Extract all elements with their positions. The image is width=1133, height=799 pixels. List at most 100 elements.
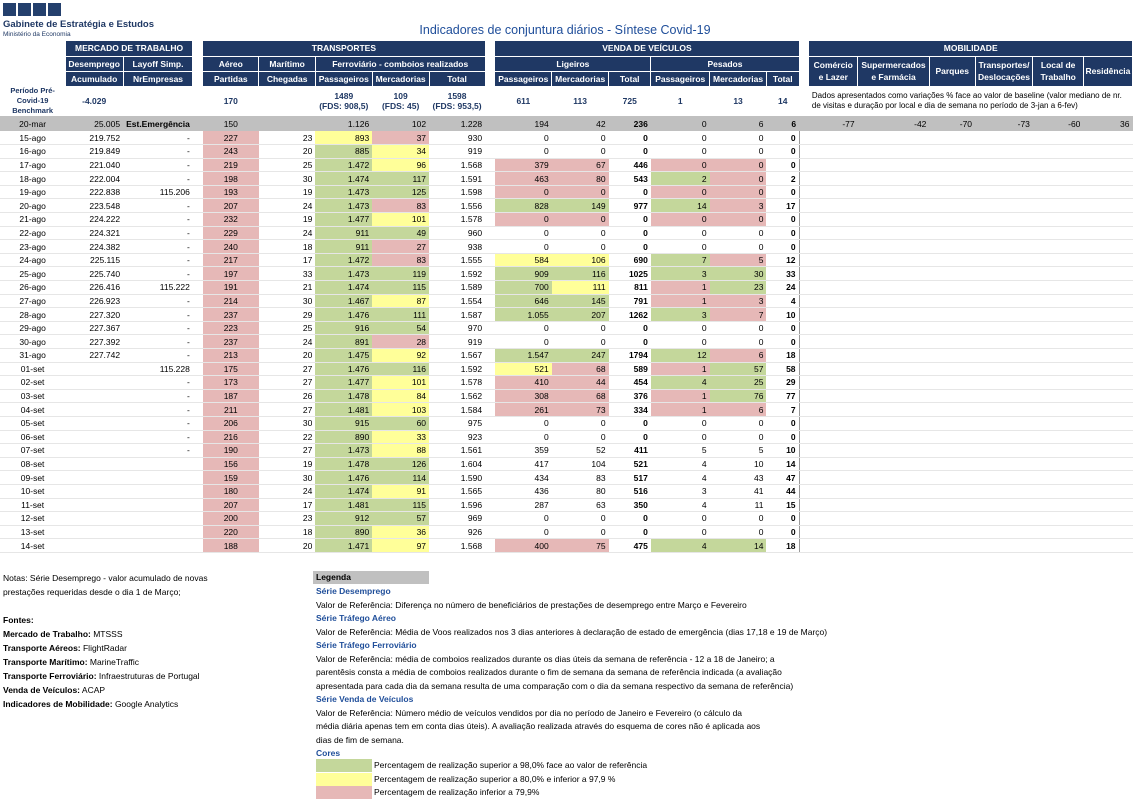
layoff-cell: -: [123, 430, 193, 445]
table-row: 01-set 115.228 175 27 1.476 116 1.592 521 68 589 1…: [0, 362, 1133, 377]
ref-mob-trabalho: -60: [1032, 116, 1084, 131]
ferro-total-cell: 1.592: [429, 266, 486, 282]
pes-merc-cell: 14: [709, 538, 767, 553]
date-cell: 21-ago: [0, 212, 66, 227]
table-row: 28-ago 227.320-237 29 1.476 111 1.587 1.055 207…: [0, 307, 1133, 322]
sub-transp-desl: Transportes/ Deslocações: [974, 56, 1034, 87]
lig-merc-cell: 0: [551, 185, 609, 200]
pes-total-cell: 0: [766, 239, 800, 254]
maritimo-cell: 27: [258, 443, 316, 458]
group-mercado: MERCADO DE TRABALHO: [64, 41, 194, 57]
maritimo-cell: 19: [258, 185, 316, 200]
lig-merc-cell: 0: [551, 334, 609, 349]
logo-square-icon: [33, 3, 46, 16]
acumulado-cell: 222.838: [65, 185, 124, 200]
ferro-total-cell: 919: [429, 334, 486, 349]
layoff-cell: -: [123, 198, 193, 214]
date-cell: 26-ago: [0, 280, 66, 295]
sub-pesados: Pesados: [650, 56, 800, 72]
source-key: Indicadores de Mobilidade:: [3, 699, 113, 709]
ferro-total-cell: 926: [429, 525, 486, 540]
aereo-cell: 240: [202, 239, 259, 254]
logo-square-icon: [3, 3, 16, 16]
maritimo-cell: 23: [258, 511, 316, 526]
acumulado-cell: 227.392: [65, 334, 124, 349]
table-row: 04-set -211 27 1.481 103 1.584 261 73 334 1 6 7: [0, 402, 1133, 417]
layoff-cell: [123, 525, 193, 540]
legend-title: Legenda: [313, 571, 429, 584]
lig-pass-cell: 0: [494, 131, 552, 146]
lig-total-cell: 690: [608, 253, 651, 268]
date-cell: 01-set: [0, 362, 66, 377]
layoff-cell: -: [123, 348, 193, 363]
legend-s1: Série Desemprego: [316, 586, 391, 596]
date-cell: 17-ago: [0, 158, 66, 173]
page-title: Indicadores de conjuntura diários - Sínt…: [419, 23, 711, 37]
ref-lig-total: 236: [608, 116, 651, 131]
ref-date: 20-mar: [0, 116, 66, 131]
sub-comercio: Comércio e Lazer: [808, 56, 859, 87]
legend-swatch-green: [316, 759, 372, 772]
table-row: 05-set -206 30 915 60 975 0 0 0 0 0 0: [0, 416, 1133, 431]
lig-merc-cell: 145: [551, 294, 609, 309]
pes-merc-cell: 5: [709, 443, 767, 458]
lig-pass-cell: 909: [494, 266, 552, 282]
maritimo-cell: 20: [258, 538, 316, 553]
date-cell: 19-ago: [0, 185, 66, 200]
lig-pass-cell: 828: [494, 198, 552, 214]
source-value: Infraestruturas de Portugal: [96, 671, 200, 681]
ferro-pass-cell: 1.476: [315, 470, 373, 485]
ref-layoff: Est.Emergência: [123, 116, 193, 131]
pes-pass-cell: 5: [650, 443, 710, 458]
acumulado-cell: [65, 443, 124, 458]
aereo-cell: 193: [202, 185, 259, 200]
date-cell: 15-ago: [0, 131, 66, 146]
pes-total-cell: 0: [766, 226, 800, 241]
lig-merc-cell: 68: [551, 389, 609, 404]
acumulado-cell: [65, 457, 124, 472]
pes-merc-cell: 3: [709, 294, 767, 309]
pes-merc-cell: 0: [709, 416, 767, 431]
table-row: 30-ago 227.392-237 24 891 28 919 0 0 0 0 0 0: [0, 334, 1133, 349]
pes-total-cell: 0: [766, 144, 800, 159]
pes-pass-cell: 0: [650, 212, 710, 227]
pes-pass-cell: 2: [650, 171, 710, 186]
table-row: 16-ago 219.849-243 20 885 34 919 0 0 0 0 0 0: [0, 144, 1133, 159]
group-vendas: VENDA DE VEÍCULOS: [494, 41, 800, 57]
pes-total-cell: 17: [766, 198, 800, 214]
aereo-cell: 219: [202, 158, 259, 173]
ferro-pass-cell: 1.474: [315, 171, 373, 186]
pes-merc-cell: 0: [709, 511, 767, 526]
col-lig-mercadorias: Mercadorias: [551, 71, 610, 87]
lig-merc-cell: 73: [551, 402, 609, 417]
col-pes-passageiros: Passageiros: [650, 71, 711, 87]
layoff-cell: [123, 511, 193, 526]
ferro-total-cell: 938: [429, 239, 486, 254]
notes: Notas: Série Desemprego - valor acumulad…: [3, 571, 208, 711]
lig-pass-cell: 1.055: [494, 307, 552, 322]
pes-pass-cell: 14: [650, 198, 710, 214]
table-row: 14-set 188 20 1.471 97 1.568 400 75 475 4 14 18: [0, 538, 1133, 553]
ferro-total-cell: 1.604: [429, 457, 486, 472]
ferro-pass-cell: 911: [315, 226, 373, 241]
aereo-cell: 214: [202, 294, 259, 309]
pes-pass-cell: 1: [650, 280, 710, 295]
lig-pass-cell: 359: [494, 443, 552, 458]
acumulado-cell: [65, 484, 124, 499]
ferro-pass-cell: 1.473: [315, 266, 373, 282]
lig-total-cell: 350: [608, 498, 651, 513]
lig-pass-cell: 308: [494, 389, 552, 404]
maritimo-cell: 17: [258, 498, 316, 513]
benchmark-ferro-merc: 109 (FDS: 45): [381, 91, 420, 112]
pes-pass-cell: 0: [650, 430, 710, 445]
layoff-cell: 115.222: [123, 280, 193, 295]
table-row: 15-ago 219.752-227 23 893 37 930 0 0 0 0 0 0: [0, 131, 1133, 146]
maritimo-cell: 19: [258, 457, 316, 472]
lig-merc-cell: 207: [551, 307, 609, 322]
ferro-merc-cell: 117: [372, 171, 430, 186]
table-row: 18-ago 222.004-198 30 1.474 117 1.591 463 80 543…: [0, 171, 1133, 186]
table-row: 10-set 180 24 1.474 91 1.565 436 80 516 3 41 44: [0, 484, 1133, 499]
benchmark-pes-total: 14: [778, 96, 788, 107]
layoff-cell: -: [123, 158, 193, 173]
sub-ligeiros: Ligeiros: [494, 56, 652, 72]
